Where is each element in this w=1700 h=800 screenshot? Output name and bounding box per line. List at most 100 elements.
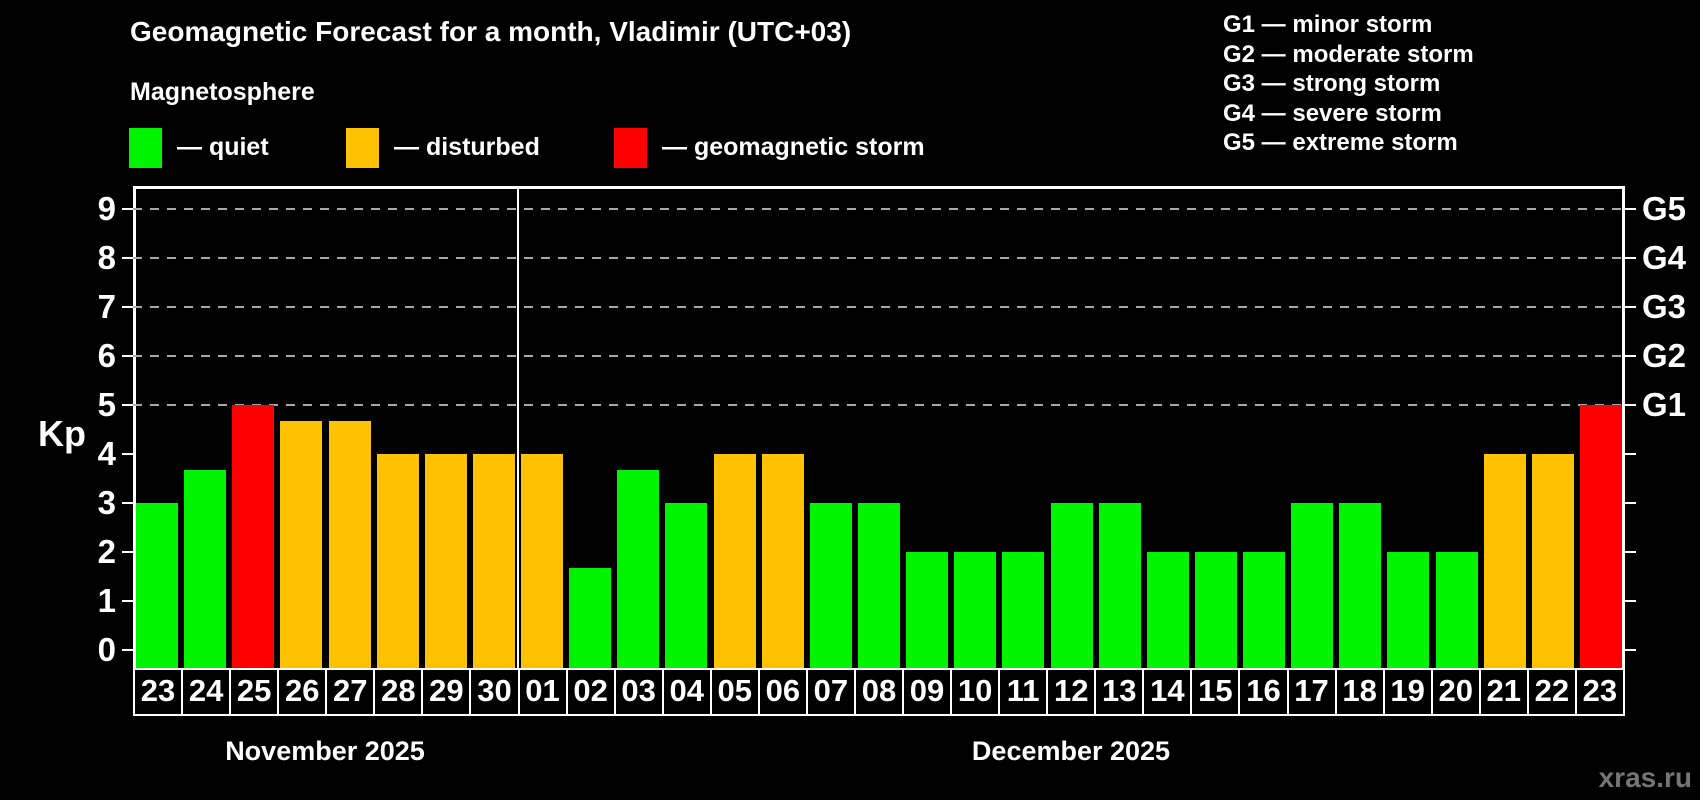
legend-swatch-storm-icon [614,128,647,168]
kp-bar-12-dec [1050,503,1093,668]
kp-bar-27-nov [328,421,371,668]
day-cell-06-dec: 06 [757,668,808,716]
day-cell-29-nov: 29 [421,668,472,716]
right-axis-label-g2: G2 [1642,337,1687,374]
gridline-kp-6 [133,355,1625,357]
kp-bar-22-dec [1531,454,1574,668]
legend-g4: G4 — severe storm [1223,99,1442,127]
y-axis-tick-9 [122,208,133,210]
kp-bar-23-dec [1579,405,1622,668]
y-axis-label-0: 0 [97,631,116,668]
legend-swatch-quiet-icon [129,128,162,168]
y-axis-tick-1 [122,600,133,602]
y-axis-label-5: 5 [97,386,116,423]
legend-label-quiet: — quiet [177,133,269,161]
gridline-kp-7 [133,306,1625,308]
y-axis-label-8: 8 [97,239,116,276]
day-cell-14-dec: 14 [1142,668,1193,716]
day-cell-11-dec: 11 [998,668,1049,716]
storm-scale-legend: G1 — minor storm G2 — moderate storm G3 … [1223,10,1474,158]
day-cell-21-dec: 21 [1478,668,1529,716]
day-cell-16-dec: 16 [1238,668,1289,716]
month-label-november: November 2025 [225,736,425,766]
kp-bar-11-dec [1002,552,1045,668]
page-title: Geomagnetic Forecast for a month, Vladim… [130,16,852,47]
legend-g5: G5 — extreme storm [1223,129,1458,156]
day-cell-02-dec: 02 [565,668,616,716]
day-cell-28-nov: 28 [373,668,424,716]
right-axis-label-g1: G1 [1642,386,1687,423]
legend-g3: G3 — strong storm [1223,70,1441,97]
legend-g1: G1 — minor storm [1223,11,1433,38]
kp-bar-09-dec [906,552,949,668]
day-cell-07-dec: 07 [805,668,856,716]
kp-bar-08-dec [858,503,900,668]
kp-bar-13-dec [1098,503,1141,668]
y-axis-tick-3 [122,502,133,504]
kp-bar-30-nov [472,454,515,668]
right-axis-tick-8 [1625,257,1636,259]
watermark-xras: xras.ru [1598,762,1692,793]
kp-bar-17-dec [1291,503,1334,668]
y-axis-label-3: 3 [97,484,116,521]
right-axis-label-g4: G4 [1642,239,1687,276]
right-axis-tick-9 [1625,208,1636,210]
kp-bar-10-dec [954,552,997,668]
y-axis-tick-8 [122,257,133,259]
kp-bar-24-nov [184,470,227,668]
day-cell-25-nov: 25 [229,668,280,716]
legend-label-disturbed: — disturbed [394,133,540,161]
day-cell-12-dec: 12 [1046,668,1097,716]
y-axis-label-7: 7 [97,288,116,325]
kp-bar-03-dec [617,470,660,668]
day-cell-04-dec: 04 [661,668,712,716]
kp-bar-18-dec [1339,503,1382,668]
legend-g2: G2 — moderate storm [1223,40,1474,68]
day-cell-05-dec: 05 [709,668,760,716]
gridline-kp-5 [133,404,1625,406]
day-cell-03-dec: 03 [613,668,664,716]
y-axis-tick-0 [122,649,133,651]
right-axis-tick-1 [1625,600,1636,602]
kp-bar-20-dec [1435,552,1478,668]
day-cell-30-nov: 30 [469,668,520,716]
plot-area [133,186,1625,668]
day-cell-08-dec: 08 [853,668,904,716]
y-axis-label-1: 1 [97,582,116,619]
right-axis-label-g3: G3 [1642,288,1687,325]
month-label-december: December 2025 [971,736,1171,766]
kp-bar-05-dec [713,454,756,668]
right-axis-tick-2 [1625,551,1636,553]
right-axis-tick-3 [1625,502,1636,504]
day-cell-20-dec: 20 [1430,668,1481,716]
kp-bar-28-nov [376,454,419,668]
y-axis-tick-7 [122,306,133,308]
kp-bar-04-dec [665,503,708,668]
day-cell-22-dec: 22 [1526,668,1577,716]
day-cell-01-dec: 01 [517,668,568,716]
right-axis-label-g5: G5 [1642,190,1687,227]
day-cell-27-nov: 27 [325,668,376,716]
y-axis-label-4: 4 [97,435,116,472]
kp-bar-16-dec [1243,552,1286,668]
kp-bar-21-dec [1483,454,1526,668]
gridline-kp-9 [133,208,1625,210]
kp-bar-23-nov [136,503,179,668]
kp-bar-15-dec [1194,552,1237,668]
kp-bar-07-dec [809,503,852,668]
kp-bar-25-nov [232,405,275,668]
day-cell-17-dec: 17 [1286,668,1337,716]
kp-bar-26-nov [280,421,323,668]
day-cell-23-dec: 23 [1574,668,1625,716]
y-axis-tick-5 [122,404,133,406]
day-cell-09-dec: 09 [902,668,953,716]
right-axis-tick-0 [1625,649,1636,651]
day-cell-23-nov: 23 [133,668,184,716]
right-axis-tick-6 [1625,355,1636,357]
day-cell-24-nov: 24 [181,668,232,716]
kp-bar-29-nov [424,454,467,668]
day-cell-18-dec: 18 [1334,668,1385,716]
day-cell-26-nov: 26 [277,668,328,716]
y-axis-tick-6 [122,355,133,357]
